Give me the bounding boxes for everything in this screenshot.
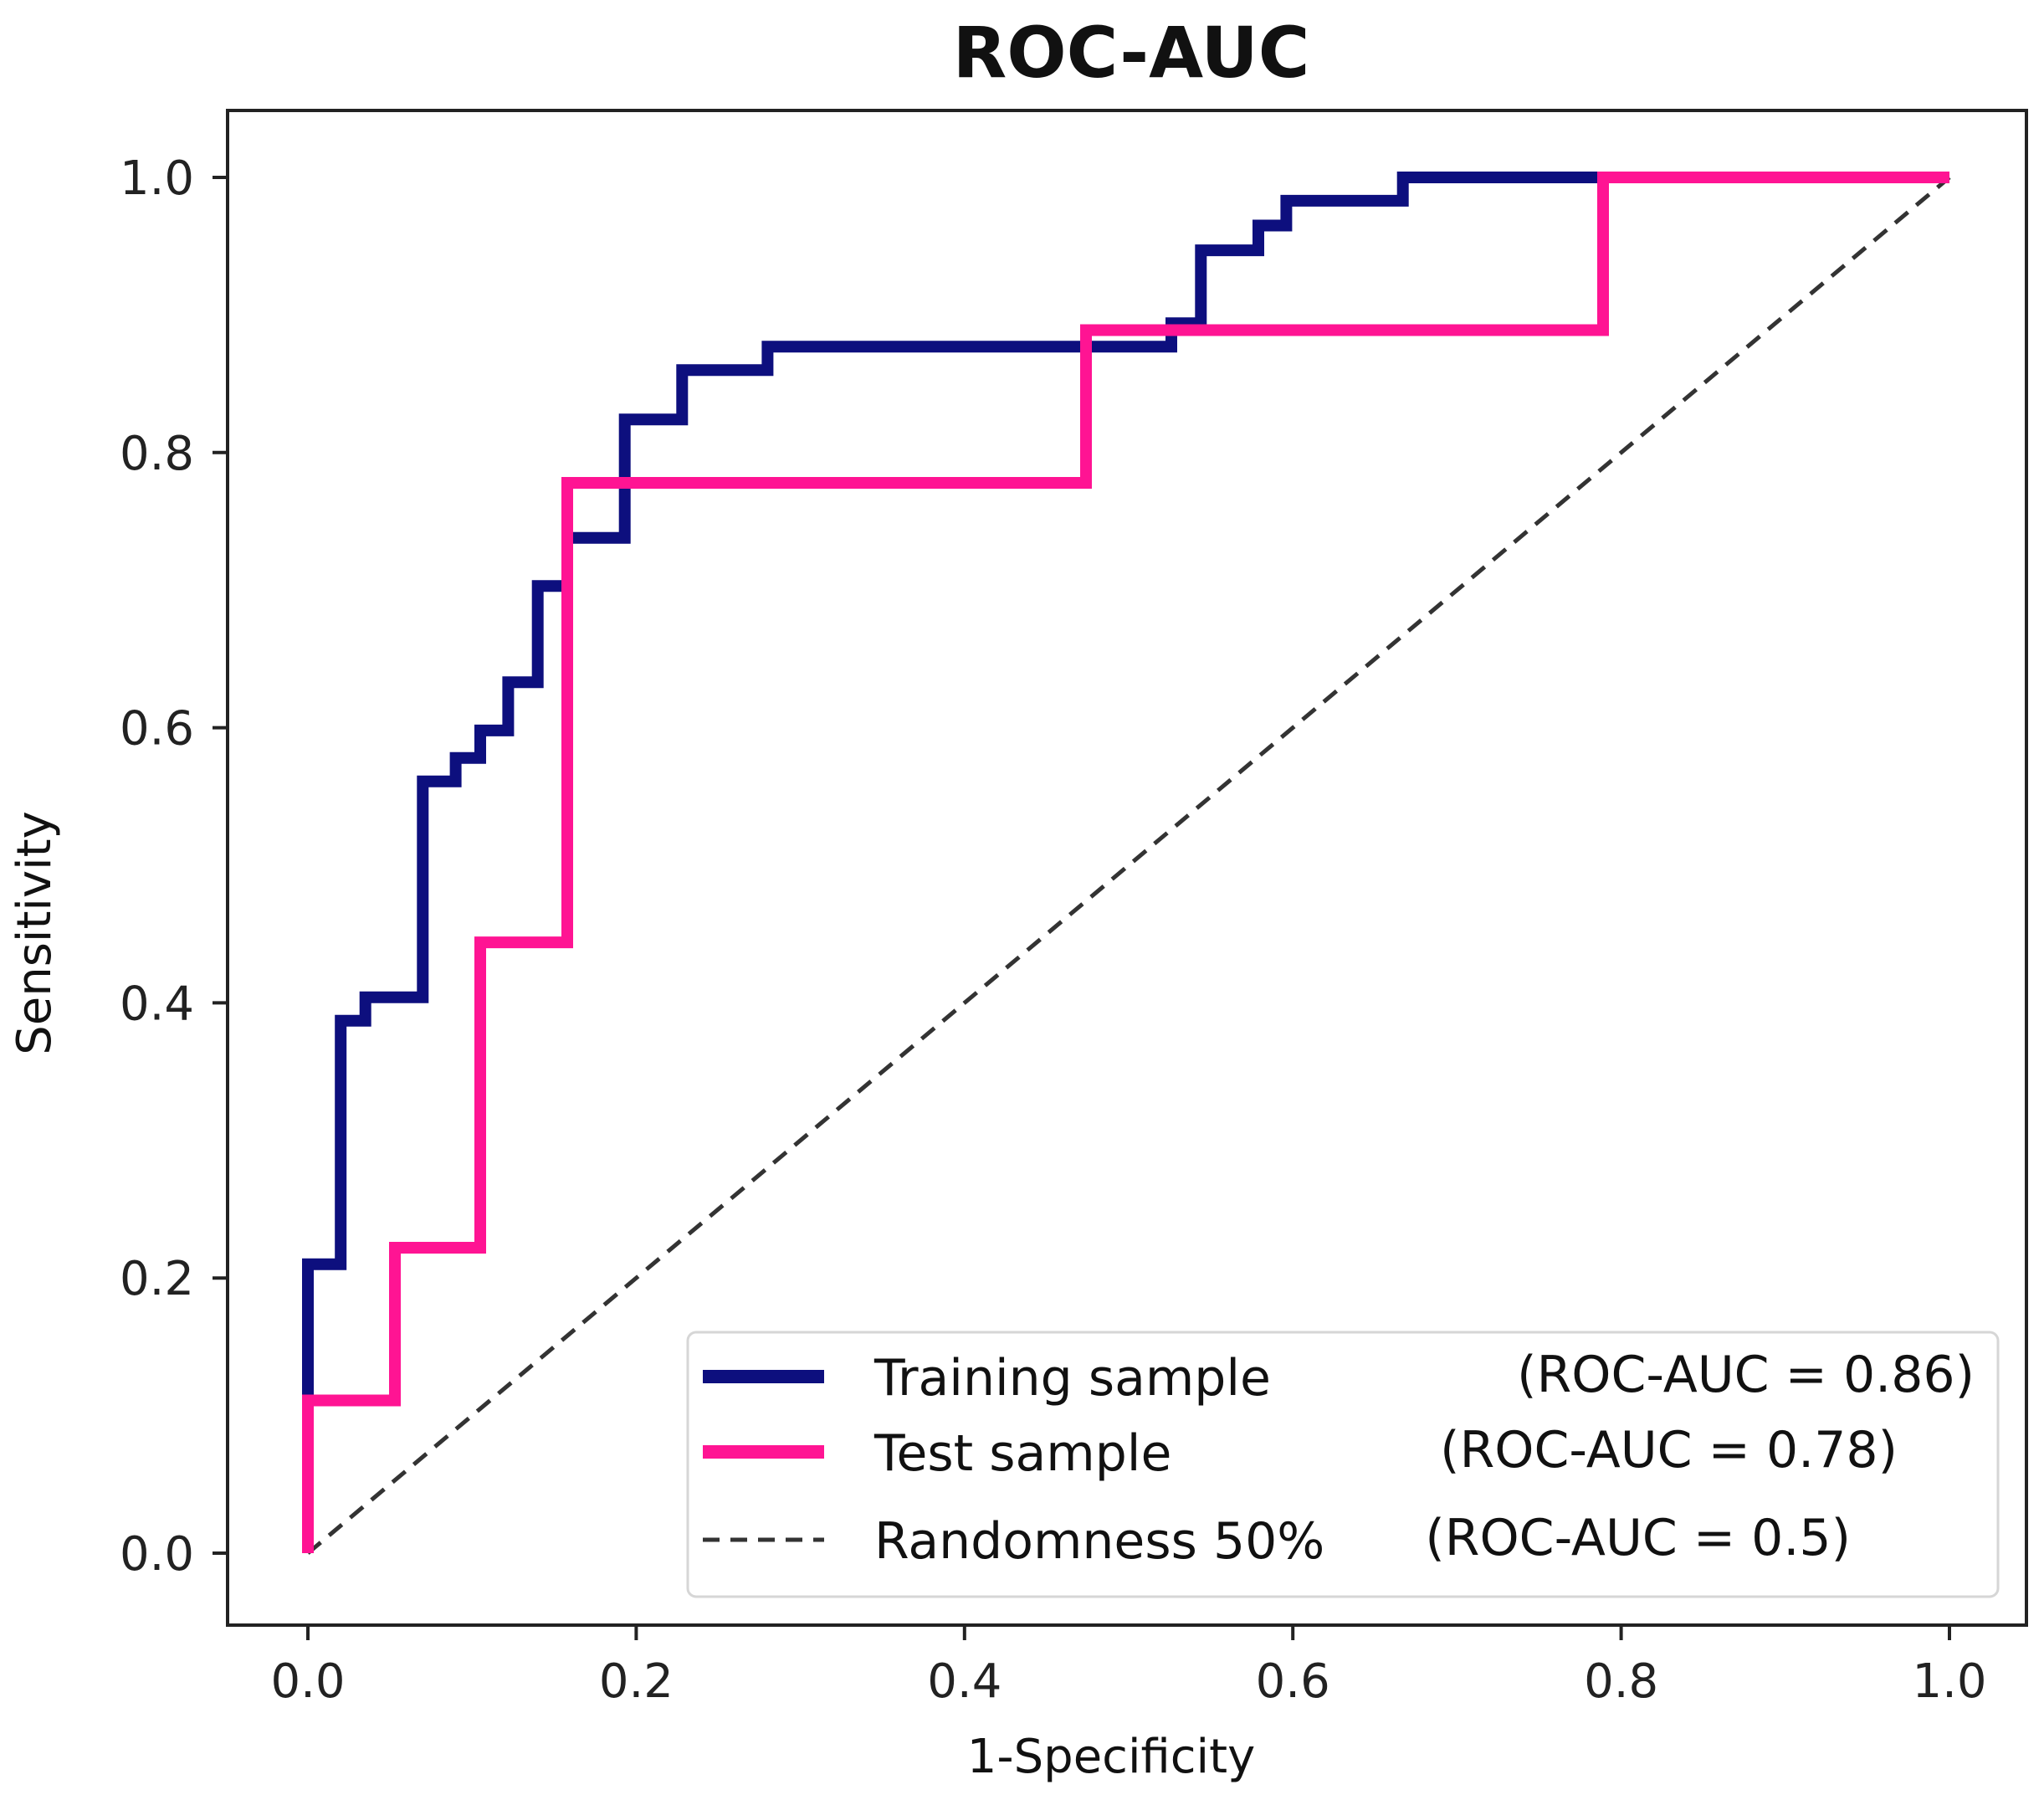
legend-auc-training-sample: (ROC-AUC = 0.86) bbox=[1517, 1346, 1975, 1404]
legend-label-training-sample: Training sample bbox=[873, 1349, 1271, 1408]
y-tick-label: 1.0 bbox=[120, 151, 194, 206]
legend-label-randomness-50: Randomness 50% bbox=[874, 1512, 1324, 1571]
y-axis-label: Sensitivity bbox=[8, 811, 62, 1055]
chart-title: ROC-AUC bbox=[953, 12, 1310, 94]
y-tick-label: 0.6 bbox=[120, 702, 194, 756]
legend-auc-randomness-50: (ROC-AUC = 0.5) bbox=[1425, 1509, 1851, 1567]
y-tick-label: 0.2 bbox=[120, 1252, 194, 1306]
series-layer bbox=[302, 172, 1951, 1555]
legend: Training sample (ROC-AUC = 0.86) Test samp… bbox=[686, 1331, 2000, 1598]
y-tick-label: 0.4 bbox=[120, 977, 194, 1031]
axis-ticks: 0.0 0.2 0.4 0.6 0.8 1.0 0.0 0.2 0.4 0.6 0.8 1.0 bbox=[120, 151, 1987, 1709]
y-tick-label: 0.8 bbox=[120, 427, 194, 481]
x-tick-label: 1.0 bbox=[1912, 1654, 1986, 1709]
x-tick-label: 0.0 bbox=[270, 1654, 345, 1709]
plot-area-frame bbox=[226, 109, 2028, 1627]
series-line-training-sample bbox=[302, 172, 1949, 1395]
x-tick-label: 0.2 bbox=[599, 1654, 674, 1709]
legend-entries: Training sample (ROC-AUC = 0.86) Test samp… bbox=[703, 1346, 1975, 1571]
x-tick-label: 0.6 bbox=[1256, 1654, 1330, 1709]
x-axis-label: 1-Specificity bbox=[967, 1730, 1255, 1784]
legend-label-test-sample: Test sample bbox=[873, 1424, 1171, 1483]
series-line-test-sample bbox=[302, 172, 1949, 1553]
y-tick-label: 0.0 bbox=[120, 1527, 194, 1582]
x-tick-label: 0.4 bbox=[927, 1654, 1002, 1709]
x-tick-label: 0.8 bbox=[1584, 1654, 1658, 1709]
legend-auc-test-sample: (ROC-AUC = 0.78) bbox=[1440, 1421, 1898, 1480]
legend-box bbox=[686, 1331, 2000, 1598]
